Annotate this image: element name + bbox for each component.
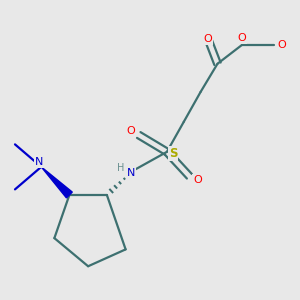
Text: S: S: [169, 147, 178, 160]
Text: O: O: [278, 40, 286, 50]
Text: N: N: [35, 158, 44, 167]
Text: O: O: [126, 126, 135, 136]
Text: O: O: [193, 175, 202, 185]
Text: N: N: [127, 167, 135, 178]
Text: O: O: [204, 34, 212, 44]
Text: H: H: [117, 163, 125, 172]
Polygon shape: [41, 167, 72, 198]
Text: O: O: [238, 33, 246, 43]
